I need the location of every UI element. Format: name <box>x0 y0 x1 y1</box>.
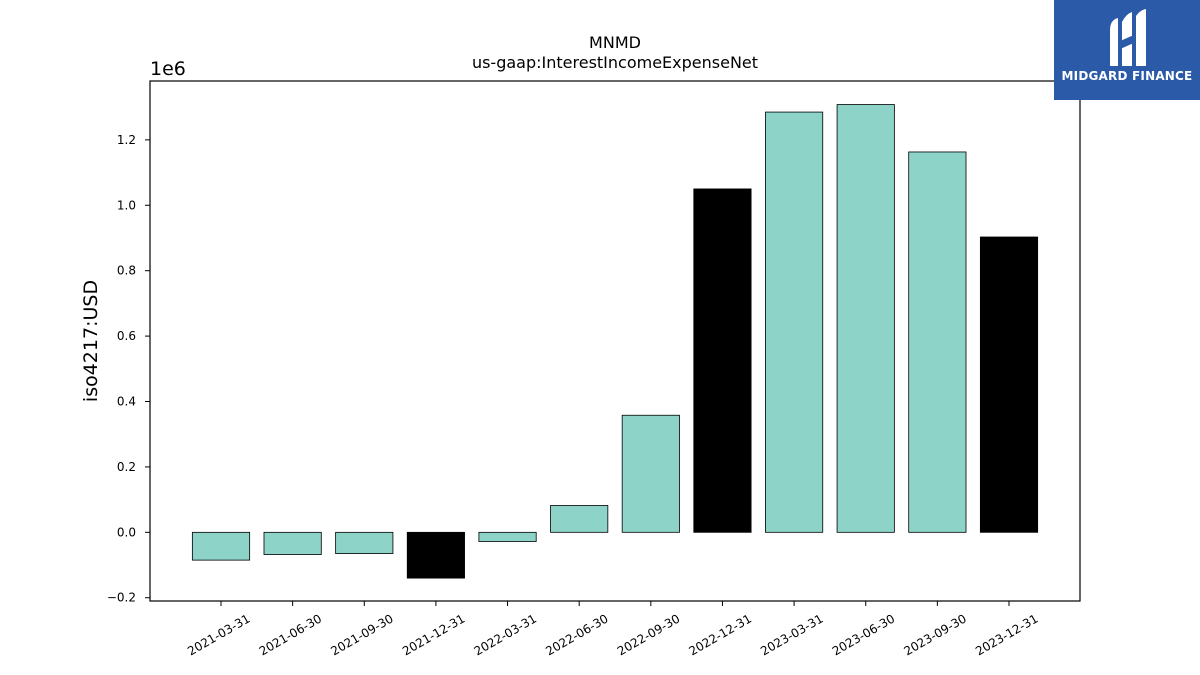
bar-2023-12-31 <box>979 236 1039 533</box>
chart-title: MNMD <box>589 33 641 52</box>
bar-2023-09-30 <box>908 151 967 533</box>
y-tick-label: 0.0 <box>117 525 136 539</box>
bar-2021-12-31 <box>406 531 465 579</box>
logo-text: MIDGARD FINANCE <box>1061 69 1193 83</box>
x-tick-label: 2022-06-30 <box>543 611 610 658</box>
y-tick-label: 1.0 <box>117 198 136 212</box>
bar-2022-12-31 <box>693 188 752 533</box>
x-tick-label: 2021-06-30 <box>257 611 324 658</box>
bar-2021-06-30 <box>263 531 322 555</box>
midgard-finance-logo: MIDGARD FINANCE <box>1054 0 1200 100</box>
x-axis-ticks: 2021-03-31 2021-06-30 2021-09-30 2021-12-31… <box>185 601 1041 658</box>
midgard-logo-icon <box>1110 9 1146 66</box>
bar-2021-03-31 <box>191 531 251 561</box>
x-tick-label: 2022-03-31 <box>472 611 539 658</box>
y-axis-label: iso4217:USD <box>80 280 102 402</box>
bar-2021-09-30 <box>335 531 394 554</box>
plot-frame <box>149 80 1081 602</box>
y-tick-label: 0.6 <box>117 329 136 343</box>
x-tick-label: 2021-03-31 <box>185 611 252 658</box>
bar-2023-03-31 <box>765 111 824 533</box>
bar-2023-06-30 <box>836 104 895 533</box>
y-tick-label: 0.8 <box>117 264 136 278</box>
x-tick-label: 2021-09-30 <box>328 611 395 658</box>
y-tick-label: 0.2 <box>117 460 136 474</box>
y-tick-label: −0.2 <box>107 591 136 605</box>
x-tick-label: 2023-06-30 <box>830 611 897 658</box>
bar-2022-09-30 <box>621 414 680 533</box>
y-axis-scale-label: 1e6 <box>150 58 186 80</box>
x-tick-label: 2023-12-31 <box>973 611 1040 658</box>
x-tick-label: 2023-03-31 <box>758 611 825 658</box>
bars-group <box>191 104 1039 579</box>
y-tick-label: 0.4 <box>117 395 136 409</box>
x-tick-label: 2023-09-30 <box>901 611 968 658</box>
y-tick-label: 1.2 <box>117 133 136 147</box>
bar-2022-06-30 <box>550 505 609 533</box>
x-tick-label: 2021-12-31 <box>400 611 467 658</box>
chart-subtitle: us-gaap:InterestIncomeExpenseNet <box>472 53 758 72</box>
x-tick-label: 2022-12-31 <box>687 611 754 658</box>
y-axis-ticks: −0.2 0.0 0.2 0.4 0.6 0.8 1.0 1.2 <box>107 133 150 605</box>
x-tick-label: 2022-09-30 <box>615 611 682 658</box>
bar-2022-03-31 <box>478 531 537 542</box>
